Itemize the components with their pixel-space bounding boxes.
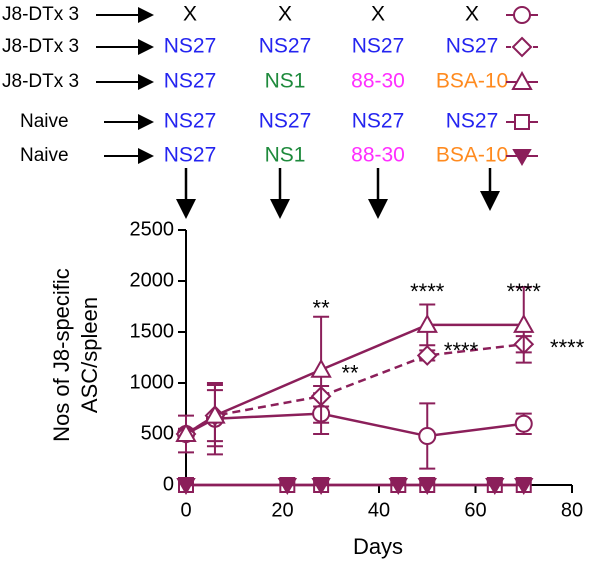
x-axis-title: Days: [353, 534, 403, 559]
boost-label: NS27: [164, 144, 217, 167]
row-label: Naive: [20, 145, 69, 166]
data-point: [311, 478, 331, 496]
y-tick-label: 0: [163, 473, 174, 495]
boost-label: X: [371, 3, 385, 26]
data-point: [175, 422, 197, 442]
data-point: [514, 478, 534, 496]
y-tick-label: 2500: [130, 218, 175, 240]
significance-label: **: [341, 361, 359, 386]
data-point: [514, 414, 533, 433]
row-label: J8-DTx 3: [2, 36, 79, 57]
boost-label: BSA-10: [436, 70, 508, 93]
data-point: [417, 478, 437, 496]
data-point: [416, 345, 438, 366]
boost-label: NS27: [259, 110, 312, 133]
significance-label: ****: [444, 338, 479, 363]
boost-label: 88-30: [351, 144, 405, 167]
data-point: [416, 313, 438, 333]
boost-label: X: [465, 3, 479, 26]
data-point: [204, 404, 226, 424]
row-label: Naive: [20, 111, 69, 132]
y-axis-title: ASC/spleen: [77, 297, 102, 413]
significance-label: **: [313, 295, 331, 320]
x-tick-label: 80: [561, 499, 583, 521]
data-point: [513, 313, 535, 333]
series-line: [185, 342, 524, 436]
data-point: [310, 358, 332, 378]
boost-label: NS1: [265, 70, 306, 93]
legend-symbol: [511, 70, 533, 90]
data-point: [418, 427, 437, 446]
boost-label: 88-30: [351, 70, 405, 93]
data-point: [388, 478, 409, 496]
boost-label: X: [278, 3, 292, 26]
legend-symbol: [513, 6, 531, 24]
x-tick-label: 60: [464, 499, 486, 521]
boost-label: NS27: [259, 35, 312, 58]
row-label: J8-DTx 3: [2, 71, 79, 92]
boost-label: X: [183, 3, 197, 26]
boost-arrows: [176, 168, 500, 219]
y-tick-label: 2000: [130, 269, 175, 291]
boost-label: NS27: [164, 35, 217, 58]
x-tick-label: 20: [271, 499, 293, 521]
y-tick-label: 1500: [130, 320, 175, 342]
data-point: [485, 478, 505, 496]
y-tick-label: 1000: [130, 371, 175, 393]
significance-label: ****: [410, 279, 445, 304]
boost-label: NS27: [446, 110, 499, 133]
data-point: [176, 478, 196, 496]
legend-symbol: [511, 36, 533, 58]
boost-label: NS27: [164, 70, 217, 93]
data-point: [277, 478, 298, 496]
significance-label: ****: [507, 279, 542, 304]
y-axis-title: Nos of J8-specific: [49, 268, 74, 442]
boost-label: NS27: [352, 35, 405, 58]
y-tick-label: 500: [141, 422, 174, 444]
boost-label: BSA-10: [436, 144, 508, 167]
boost-label: NS27: [164, 110, 217, 133]
significance-label: ****: [550, 335, 585, 360]
boost-label: NS27: [352, 110, 405, 133]
row-label: J8-DTx 3: [2, 4, 79, 25]
x-tick-label: 0: [180, 499, 191, 521]
series-line: [185, 412, 524, 438]
legend-symbol: [512, 149, 532, 167]
legend-symbol: [514, 114, 530, 130]
boost-label: NS27: [446, 35, 499, 58]
boost-label: NS1: [265, 144, 306, 167]
x-tick-label: 40: [368, 499, 390, 521]
